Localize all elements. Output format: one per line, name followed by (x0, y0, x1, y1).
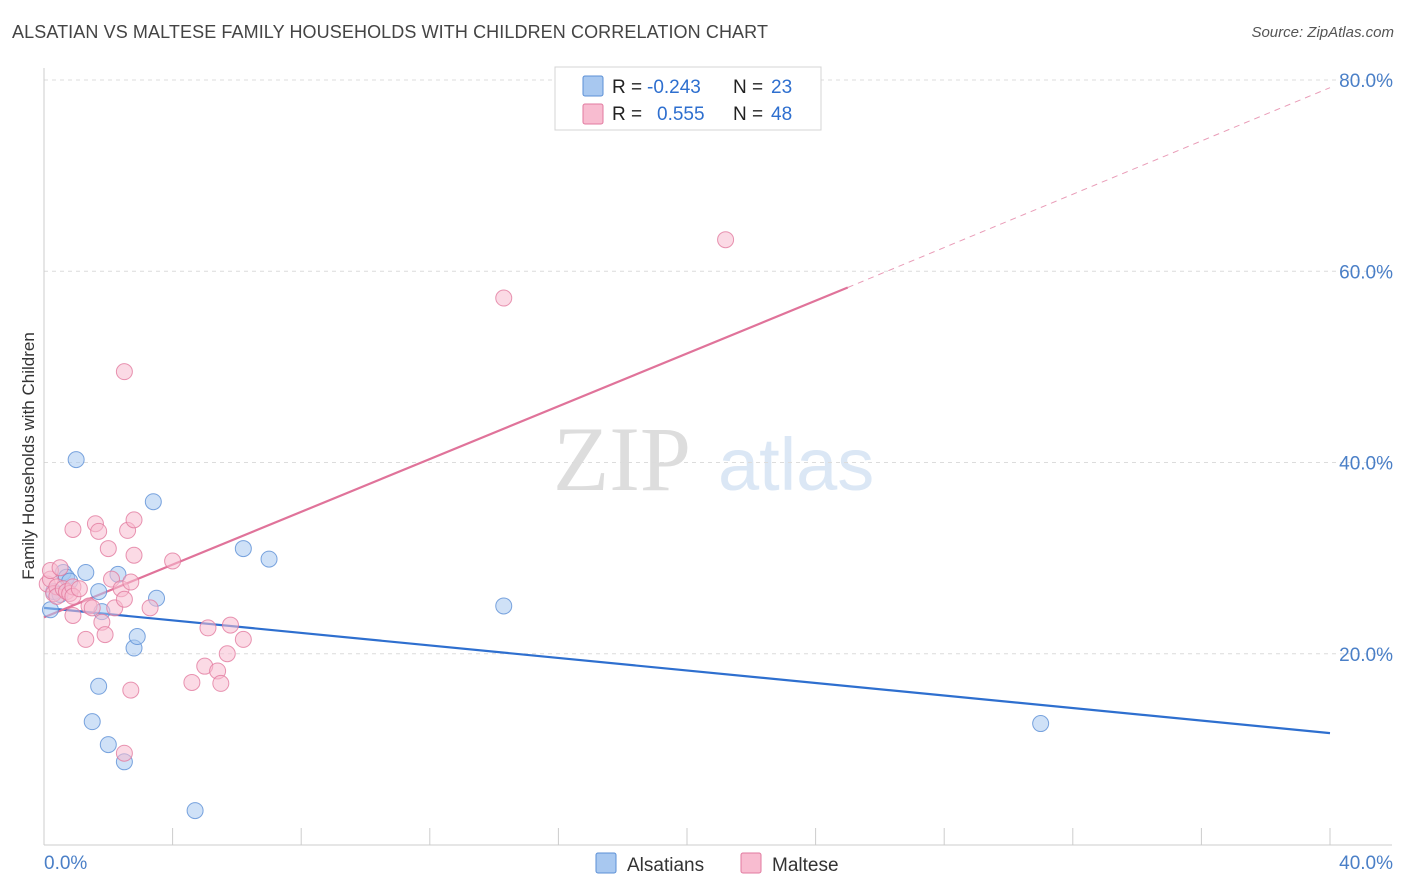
point-maltese (115, 590, 133, 608)
point-alsatians (67, 451, 85, 469)
legend-n-label-maltese: N = (733, 104, 763, 125)
axes: 20.0% 40.0% 60.0% 80.0% 0.0% 40.0% (43, 68, 1393, 874)
point-maltese (70, 580, 88, 598)
point-alsatians (495, 597, 513, 615)
point-maltese (141, 599, 159, 617)
legend-swatch-maltese (582, 103, 604, 125)
point-alsatians (83, 713, 101, 731)
point-alsatians (186, 802, 204, 820)
point-maltese (64, 520, 82, 538)
y-tick-label: 80.0% (1339, 71, 1393, 92)
point-alsatians (128, 628, 146, 646)
y-tick-label: 40.0% (1339, 454, 1393, 475)
point-maltese (212, 674, 230, 692)
legend-r-label-alsatians: R = (612, 77, 642, 98)
series-legend: Alsatians Maltese (595, 852, 839, 876)
point-alsatians (99, 736, 117, 754)
point-maltese (234, 630, 252, 648)
y-tick-label: 20.0% (1339, 645, 1393, 666)
point-maltese (96, 626, 114, 644)
grid-lines (44, 79, 1392, 655)
legend-r-label-maltese: R = (612, 104, 642, 125)
point-maltese (199, 619, 217, 637)
trend-line-alsatians (43, 606, 1331, 735)
point-maltese (221, 616, 239, 634)
bottom-legend-maltese: Maltese (772, 855, 839, 876)
point-maltese (115, 363, 133, 381)
point-maltese (122, 573, 140, 591)
point-maltese (83, 599, 101, 617)
y-tick-label: 60.0% (1339, 262, 1393, 283)
point-maltese (90, 522, 108, 540)
watermark-atlas: atlas (718, 423, 874, 506)
legend-n-value-alsatians: 23 (771, 77, 792, 98)
source-label: Source: ZipAtlas.com (1251, 24, 1394, 41)
point-alsatians (260, 550, 278, 568)
x-tick-label-max: 40.0% (1339, 853, 1393, 874)
point-maltese (64, 607, 82, 624)
point-maltese (218, 645, 236, 663)
point-maltese (717, 231, 735, 249)
data-points (38, 231, 1050, 820)
point-alsatians (77, 563, 95, 581)
point-maltese (164, 552, 182, 570)
point-alsatians (1032, 715, 1050, 733)
y-axis-label: Family Households with Children (19, 332, 38, 580)
legend-r-value-alsatians: -0.243 (647, 77, 701, 98)
legend-n-label-alsatians: N = (733, 77, 763, 98)
point-maltese (51, 559, 69, 577)
point-maltese (125, 546, 143, 564)
point-maltese (77, 630, 95, 648)
legend-n-value-maltese: 48 (771, 104, 792, 125)
chart-title: ALSATIAN VS MALTESE FAMILY HOUSEHOLDS WI… (12, 22, 769, 42)
correlation-legend: R = -0.243 N = 23 R = 0.555 N = 48 (554, 66, 822, 131)
point-alsatians (90, 677, 108, 695)
bottom-legend-swatch-maltese (740, 852, 762, 874)
bottom-legend-swatch-alsatians (595, 852, 617, 874)
trend-line-extension-maltese (847, 87, 1331, 288)
point-alsatians (234, 540, 252, 558)
legend-r-value-maltese: 0.555 (657, 104, 705, 125)
point-alsatians (144, 493, 162, 511)
x-tick-label-min: 0.0% (44, 853, 87, 874)
bottom-legend-alsatians: Alsatians (627, 855, 704, 876)
point-maltese (122, 681, 140, 699)
legend-swatch-alsatians (582, 75, 604, 97)
point-maltese (99, 540, 117, 558)
point-alsatians (90, 583, 108, 601)
point-maltese (495, 289, 513, 307)
point-maltese (125, 511, 143, 529)
point-maltese (115, 744, 133, 762)
watermark-zip: ZIP (553, 408, 691, 510)
point-maltese (183, 673, 201, 691)
